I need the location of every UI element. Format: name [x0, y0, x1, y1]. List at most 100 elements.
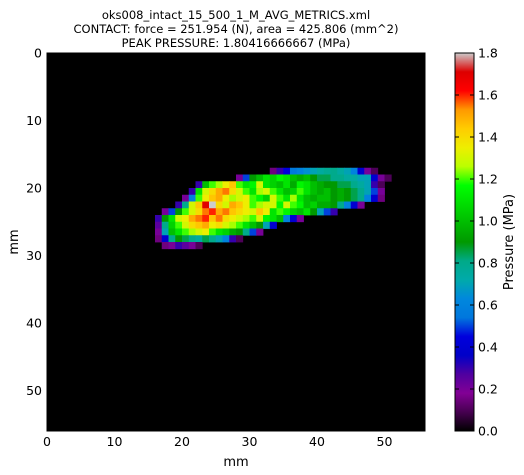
- heatmap-cell: [188, 228, 196, 236]
- heatmap-cell: [263, 221, 271, 229]
- heatmap-cell: [182, 215, 190, 223]
- heatmap-cell: [283, 201, 291, 209]
- heatmap-cell: [175, 201, 183, 209]
- heatmap-cell: [350, 201, 358, 209]
- heatmap-cell: [263, 188, 271, 196]
- heatmap-cell: [249, 174, 257, 182]
- chart-title-line-1: oks008_intact_15_500_1_M_AVG_METRICS.xml: [102, 8, 370, 22]
- heatmap-cell: [290, 215, 298, 223]
- heatmap-cell: [209, 194, 217, 202]
- heatmap-cell: [168, 215, 176, 223]
- heatmap-cell: [283, 215, 291, 223]
- heatmap-cell: [168, 242, 176, 250]
- heatmap-cell: [256, 228, 264, 236]
- heatmap-cell: [168, 235, 176, 243]
- heatmap-cell: [202, 221, 210, 229]
- heatmap-cell: [202, 188, 210, 196]
- heatmap-cell: [222, 235, 230, 243]
- heatmap-cell: [296, 174, 304, 182]
- heatmap-cell: [195, 188, 203, 196]
- heatmap-cell: [377, 181, 385, 189]
- heatmap-cell: [317, 201, 325, 209]
- heatmap-cell: [350, 188, 358, 196]
- heatmap-cell: [263, 215, 271, 223]
- heatmap-cell: [263, 181, 271, 189]
- heatmap-cell: [236, 221, 244, 229]
- heatmap-cell: [209, 201, 217, 209]
- heatmap-cell: [229, 221, 237, 229]
- heatmap-cell: [182, 194, 190, 202]
- heatmap-cell: [377, 194, 385, 202]
- heatmap-cell: [276, 174, 284, 182]
- colorbar-tick-label: 1.0: [478, 214, 498, 229]
- heatmap-cell: [303, 181, 311, 189]
- colorbar-tick-label: 0.8: [478, 256, 498, 271]
- heatmap-cell: [310, 188, 318, 196]
- heatmap-cell: [303, 208, 311, 216]
- heatmap-cell: [283, 208, 291, 216]
- x-axis: 0 10 20 30 40 50: [43, 53, 392, 449]
- colorbar-gradient: [455, 53, 474, 431]
- colorbar-tick-label: 0.4: [478, 340, 498, 355]
- heatmap-cell: [242, 174, 250, 182]
- heatmap-cell: [337, 167, 345, 175]
- colorbar-tick-label: 0.0: [478, 424, 498, 439]
- heatmap-cell: [364, 194, 372, 202]
- heatmap-cell: [182, 228, 190, 236]
- heatmap-cell: [175, 235, 183, 243]
- heatmap-cell: [202, 208, 210, 216]
- heatmap-cell: [323, 181, 331, 189]
- heatmap-cell: [276, 181, 284, 189]
- y-tick-label: 10: [26, 113, 42, 128]
- heatmap-cell: [357, 194, 365, 202]
- colorbar-label: Pressure (MPa): [502, 194, 517, 290]
- heatmap-cell: [202, 215, 210, 223]
- heatmap-cell: [229, 194, 237, 202]
- heatmap-cell: [188, 194, 196, 202]
- heatmap-cell: [371, 167, 379, 175]
- heatmap-cell: [236, 228, 244, 236]
- heatmap-cell: [276, 194, 284, 202]
- heatmap-cell: [202, 194, 210, 202]
- heatmap-cell: [215, 201, 223, 209]
- heatmap-cell: [350, 194, 358, 202]
- heatmap-cell: [229, 201, 237, 209]
- heatmap-cell: [236, 235, 244, 243]
- chart-title-line-2: CONTACT: force = 251.954 (N), area = 425…: [74, 22, 399, 36]
- heatmap-cell: [310, 201, 318, 209]
- heatmap-cell: [317, 208, 325, 216]
- heatmap-cell: [310, 174, 318, 182]
- heatmap-cell: [242, 194, 250, 202]
- heatmap-cell: [330, 188, 338, 196]
- heatmap-cell: [303, 174, 311, 182]
- heatmap-cell: [269, 188, 277, 196]
- heatmap-cell: [236, 174, 244, 182]
- heatmap-cell: [269, 167, 277, 175]
- heatmap-cell: [263, 194, 271, 202]
- heatmap-cell: [364, 181, 372, 189]
- heatmap-cell: [195, 208, 203, 216]
- heatmap-cell: [195, 201, 203, 209]
- heatmap-cell: [222, 201, 230, 209]
- heatmap-cell: [357, 167, 365, 175]
- heatmap-cell: [364, 188, 372, 196]
- heatmap-cell: [323, 194, 331, 202]
- heatmap-cell: [236, 201, 244, 209]
- x-tick-label: 30: [242, 434, 258, 449]
- heatmap-cells: [155, 167, 392, 250]
- heatmap-cell: [344, 181, 352, 189]
- heatmap-cell: [242, 215, 250, 223]
- heatmap-cell: [229, 228, 237, 236]
- heatmap-cell: [276, 215, 284, 223]
- heatmap-cell: [182, 221, 190, 229]
- heatmap-cell: [215, 208, 223, 216]
- heatmap-cell: [371, 194, 379, 202]
- heatmap-cell: [256, 208, 264, 216]
- heatmap-cell: [222, 181, 230, 189]
- heatmap-cell: [236, 188, 244, 196]
- y-tick-label: 20: [26, 181, 42, 196]
- heatmap-cell: [330, 194, 338, 202]
- heatmap-cell: [175, 221, 183, 229]
- heatmap-cell: [290, 201, 298, 209]
- heatmap-cell: [296, 188, 304, 196]
